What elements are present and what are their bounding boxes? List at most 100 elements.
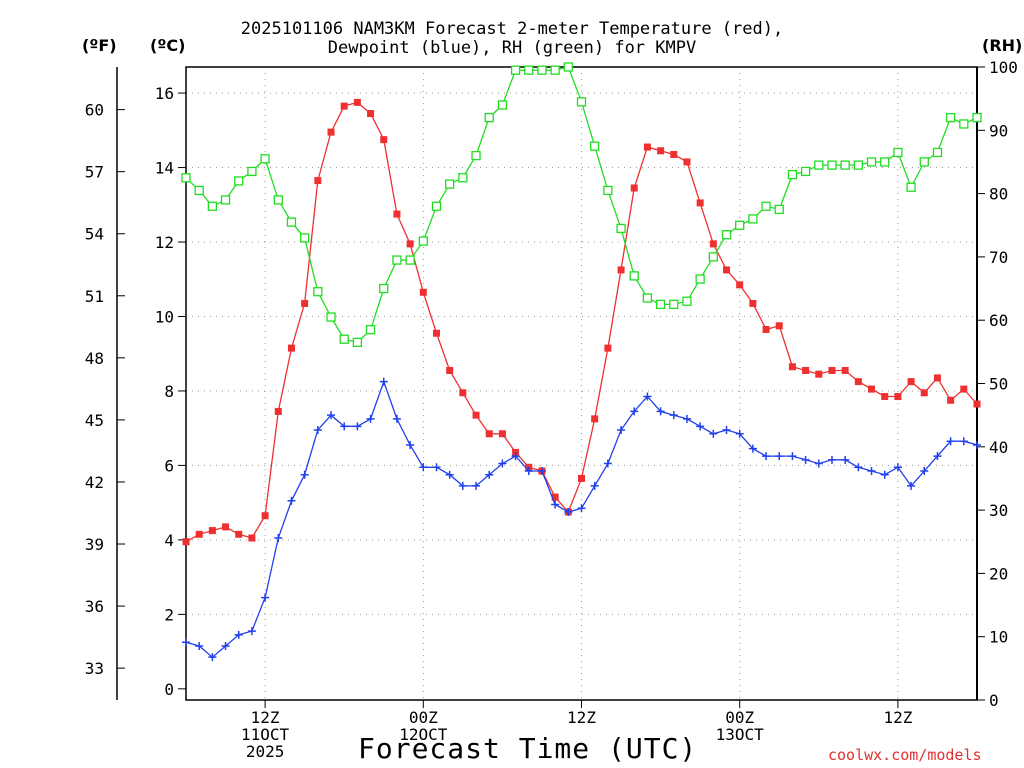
dewpoint-point (603, 459, 612, 468)
dewpoint-point (406, 440, 415, 449)
rh-point (365, 325, 376, 335)
dewpoint-point (458, 481, 467, 490)
temperature-point (696, 199, 704, 207)
temperature-point (353, 98, 361, 106)
temperature-point (762, 326, 770, 334)
dewpoint-point (366, 414, 375, 423)
rh-point (234, 176, 244, 186)
rh-point (352, 337, 363, 348)
temperature-point (208, 527, 216, 535)
temperature-point (815, 370, 823, 378)
rh-point (827, 160, 837, 170)
temperature-point (657, 147, 665, 155)
temperature-point (947, 396, 955, 404)
rh-tick-label: 60 (989, 311, 1008, 330)
chart-title-line-1: 2025101106 NAM3KM Forecast 2-meter Tempe… (240, 19, 784, 39)
temperature-point (578, 474, 585, 482)
fahrenheit-unit-label: (ºF) (82, 36, 117, 55)
time-tick-label: 12Z (567, 708, 596, 727)
rh-point (906, 182, 916, 192)
fahrenheit-tick-label: 57 (85, 163, 104, 182)
celsius-tick-label: 2 (164, 605, 174, 624)
rh-tick-label: 40 (989, 438, 1008, 457)
rh-point (945, 112, 956, 123)
rh-point (959, 119, 969, 129)
temperature-point (960, 385, 968, 393)
dewpoint-point (485, 470, 494, 479)
rh-tick-label: 70 (989, 248, 1008, 267)
rh-point (893, 147, 903, 158)
rh-point (735, 220, 745, 230)
dewpoint-point (182, 638, 190, 647)
time-tick-label: 12OCT (399, 725, 448, 744)
dewpoint-point (656, 407, 665, 416)
celsius-tick-label: 8 (164, 382, 174, 401)
temperature-point (498, 430, 506, 438)
dewpoint-point (432, 463, 441, 472)
rh-point (563, 62, 573, 72)
dewpoint-point (788, 452, 797, 461)
celsius-tick-label: 16 (155, 84, 174, 103)
temperature-point (195, 530, 203, 538)
rh-point (695, 274, 705, 284)
fahrenheit-tick-label: 60 (85, 101, 104, 120)
temperature-point (736, 281, 744, 289)
temperature-point (367, 110, 375, 118)
temperature-point (933, 374, 941, 382)
rh-tick-label: 20 (989, 564, 1008, 583)
rh-point (972, 112, 982, 123)
dewpoint-point (590, 481, 599, 490)
dewpoint-point (973, 440, 981, 449)
dewpoint-point (748, 444, 757, 453)
dewpoint-point (669, 411, 678, 420)
rh-point (880, 157, 890, 167)
rh-point (761, 201, 771, 211)
dewpoint-point (775, 452, 784, 461)
rh-point (682, 296, 692, 306)
dewpoint-line (185, 379, 978, 659)
temperature-point (643, 143, 651, 151)
rh-point (748, 214, 758, 224)
time-tick-label: 12Z (883, 708, 912, 727)
rh-point (603, 185, 613, 196)
dewpoint-point (445, 470, 454, 479)
rh-point (932, 147, 943, 158)
dewpoint-point (946, 437, 955, 446)
rh-point (800, 166, 811, 177)
data-series (181, 62, 982, 662)
rh-point (405, 255, 415, 265)
temperature-point (920, 389, 928, 397)
temperature-point (472, 411, 480, 419)
dewpoint-point (327, 411, 336, 420)
temperature-point (340, 102, 348, 110)
dewpoint-point (340, 422, 349, 431)
temperature-point (973, 400, 981, 408)
rh-point (220, 195, 231, 205)
rh-point (510, 65, 521, 75)
rh-point (207, 201, 218, 211)
rh-point (866, 157, 877, 167)
celsius-tick-label: 12 (155, 233, 174, 252)
rh-point (313, 287, 323, 297)
rh-point (286, 217, 297, 227)
rh-point (669, 299, 679, 310)
dewpoint-point (564, 507, 573, 516)
dewpoint-point (551, 500, 560, 509)
rh-point (194, 185, 204, 196)
dewpoint-point (696, 422, 705, 431)
temperature-point (485, 430, 493, 438)
temperature-point (802, 366, 810, 374)
time-tick-label: 12Z (251, 708, 280, 727)
credit-text: coolwx.com/models (828, 746, 982, 764)
rh-point (550, 65, 560, 75)
rh-point (339, 334, 349, 344)
temperature-point (314, 177, 322, 185)
dewpoint-point (261, 593, 270, 602)
fahrenheit-tick-label: 39 (85, 535, 104, 554)
chart-title-line-2: Dewpoint (blue), RH (green) for KMPV (327, 38, 697, 58)
x-axis-label: Forecast Time (UTC) (358, 732, 698, 765)
temperature-point (301, 299, 309, 307)
dewpoint-point (221, 642, 230, 651)
temperature-point (380, 136, 388, 144)
temperature-point (670, 151, 678, 159)
